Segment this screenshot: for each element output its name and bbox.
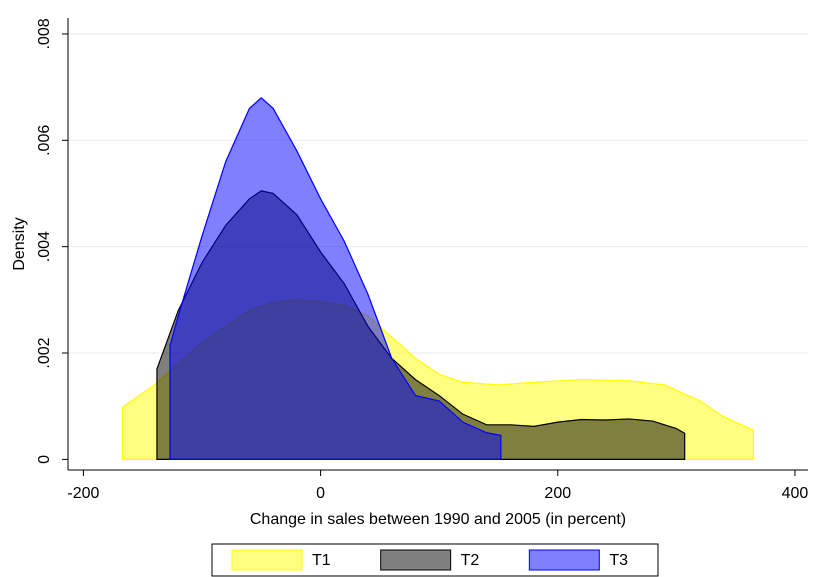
y-tick-label: 0 xyxy=(36,455,53,464)
legend-swatch xyxy=(380,549,452,571)
y-tick-label: .002 xyxy=(36,337,53,368)
legend-swatch xyxy=(231,549,303,571)
x-tick-label: -200 xyxy=(67,485,99,502)
y-tick-label: .004 xyxy=(36,231,53,262)
y-axis-title: Density xyxy=(11,217,28,270)
legend-swatch xyxy=(528,549,600,571)
legend-label: T3 xyxy=(609,552,628,569)
legend-label: T2 xyxy=(461,552,480,569)
y-tick-label: .006 xyxy=(36,125,53,156)
y-tick-label: .008 xyxy=(36,18,53,49)
x-tick-label: 400 xyxy=(782,485,809,502)
x-tick-label: 0 xyxy=(316,485,325,502)
x-tick-label: 200 xyxy=(544,485,571,502)
x-axis-title: Change in sales between 1990 and 2005 (i… xyxy=(250,511,626,528)
density-area xyxy=(169,96,502,460)
legend-label: T1 xyxy=(312,552,331,569)
